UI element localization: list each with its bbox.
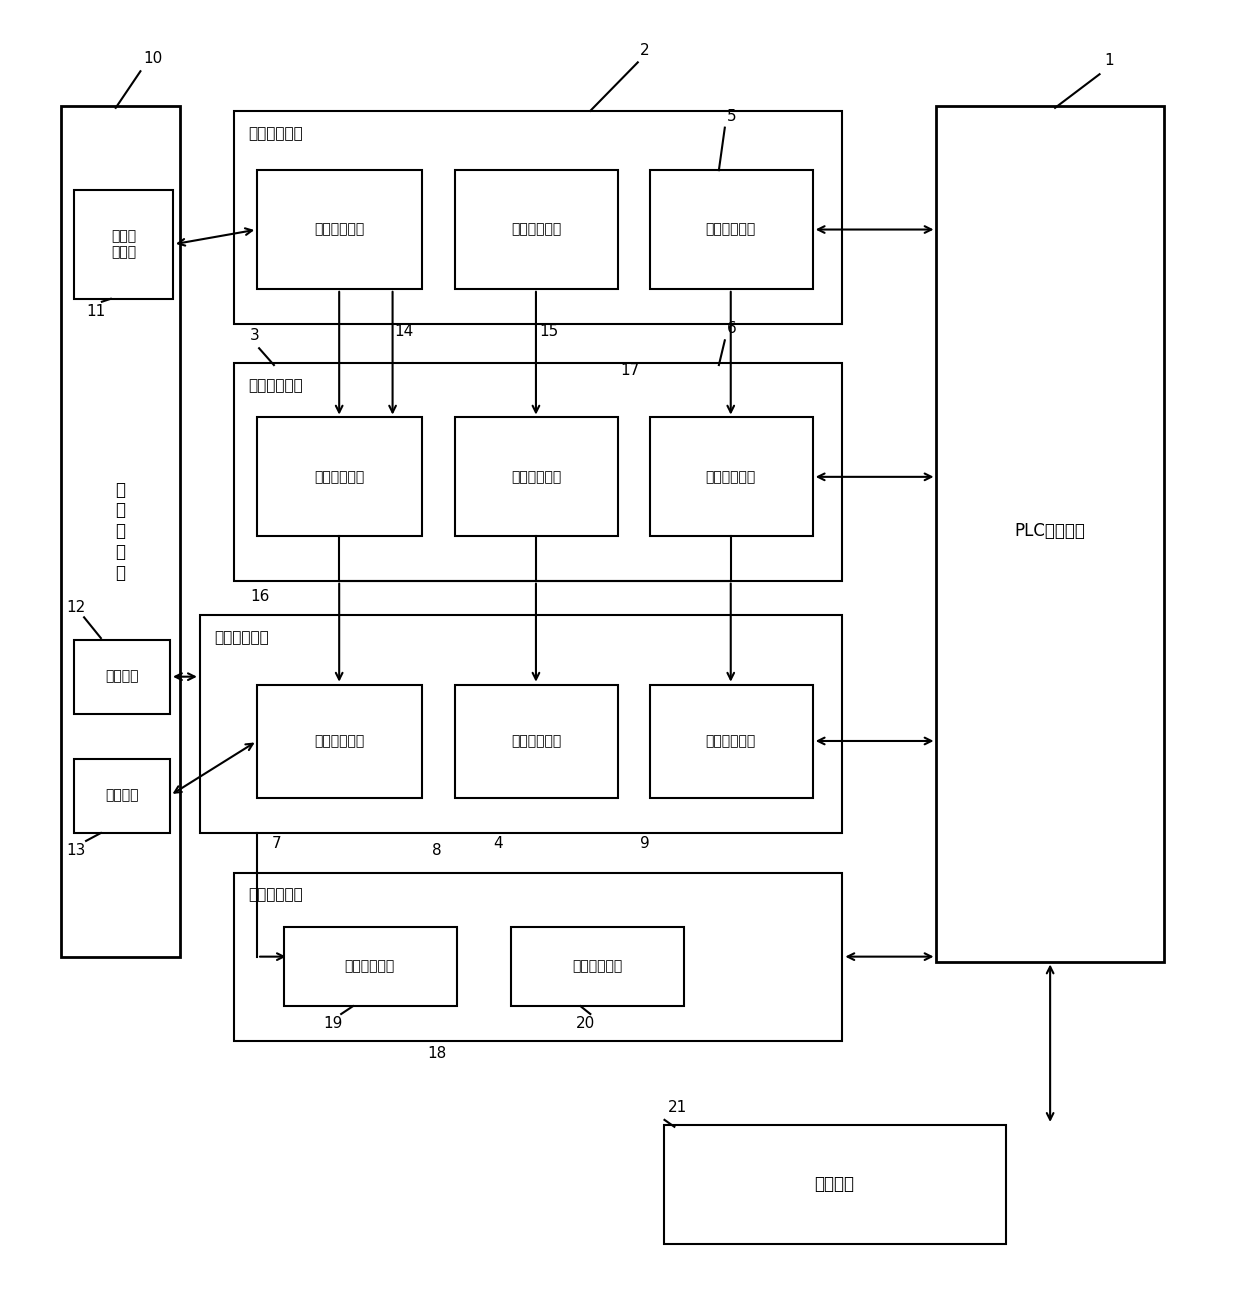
Text: 17: 17 <box>620 364 640 378</box>
Text: 14: 14 <box>394 324 414 339</box>
Text: 3: 3 <box>250 329 260 343</box>
Bar <box>284 927 456 1007</box>
Text: 安全保护单元: 安全保护单元 <box>248 888 303 902</box>
Text: 10: 10 <box>144 52 162 66</box>
Bar <box>455 418 618 536</box>
Text: 复压接口: 复压接口 <box>105 788 139 802</box>
Bar <box>257 685 423 798</box>
Text: 5: 5 <box>727 109 737 124</box>
Text: 20: 20 <box>575 1016 595 1031</box>
Text: 温度监测模块: 温度监测模块 <box>511 470 560 484</box>
Bar <box>650 685 812 798</box>
Text: 压力比对模块: 压力比对模块 <box>706 470 756 484</box>
Bar <box>257 418 423 536</box>
Text: 数据监测单元: 数据监测单元 <box>248 378 303 393</box>
Text: 压力维持模块: 压力维持模块 <box>706 734 756 748</box>
Text: 数据采集单元: 数据采集单元 <box>248 126 303 141</box>
Text: 压力采集模块: 压力采集模块 <box>706 223 756 237</box>
Text: 空间泄压模块: 空间泄压模块 <box>314 734 365 748</box>
Bar <box>234 111 842 324</box>
Text: 4: 4 <box>494 836 503 851</box>
Bar <box>61 106 180 956</box>
Text: 13: 13 <box>66 842 86 858</box>
Text: 15: 15 <box>539 324 558 339</box>
Bar <box>650 171 812 289</box>
Text: 断电保护模块: 断电保护模块 <box>345 960 396 973</box>
Text: PLC控制单元: PLC控制单元 <box>1014 523 1085 541</box>
Bar <box>455 171 618 289</box>
Text: 温度采集模块: 温度采集模块 <box>511 223 560 237</box>
Text: 压力控制单元: 压力控制单元 <box>215 630 269 646</box>
Bar <box>74 641 170 714</box>
Bar <box>234 872 842 1040</box>
Bar <box>257 171 423 289</box>
Text: 电量监测模块: 电量监测模块 <box>314 470 365 484</box>
Bar <box>234 364 842 581</box>
Text: 供电采集模块: 供电采集模块 <box>314 223 365 237</box>
Text: 数据采
集接口: 数据采 集接口 <box>112 229 136 260</box>
Bar <box>665 1124 1006 1244</box>
Text: 故障提示模块: 故障提示模块 <box>572 960 622 973</box>
Text: 1: 1 <box>1105 53 1114 69</box>
Text: 12: 12 <box>66 600 86 616</box>
Bar <box>936 106 1164 961</box>
Text: 21: 21 <box>667 1100 687 1115</box>
Bar <box>200 616 842 833</box>
Text: 6: 6 <box>727 321 737 336</box>
Bar <box>455 685 618 798</box>
Text: 18: 18 <box>428 1046 446 1061</box>
Bar <box>74 190 174 299</box>
Text: 8: 8 <box>432 842 441 858</box>
Text: 2: 2 <box>640 44 650 58</box>
Bar <box>511 927 684 1007</box>
Text: 泄压接口: 泄压接口 <box>105 670 139 683</box>
Text: 16: 16 <box>250 589 269 603</box>
Text: 空间复压模块: 空间复压模块 <box>511 734 560 748</box>
Text: 19: 19 <box>324 1016 342 1031</box>
Text: 真
空
法
兰
盘: 真 空 法 兰 盘 <box>115 480 125 582</box>
Bar <box>650 418 812 536</box>
Text: 电源单元: 电源单元 <box>815 1175 854 1193</box>
Text: 9: 9 <box>640 836 650 851</box>
Bar <box>74 758 170 833</box>
Text: 7: 7 <box>272 836 281 851</box>
Text: 11: 11 <box>86 304 105 318</box>
